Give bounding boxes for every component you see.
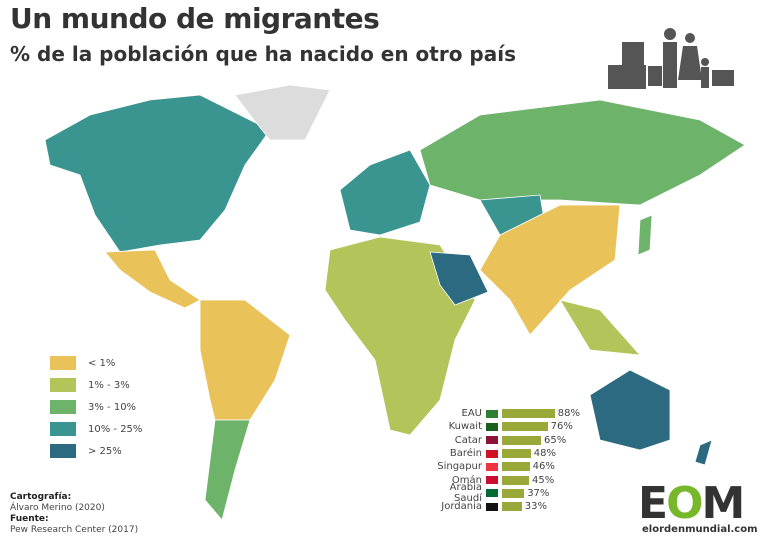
flag-icon (486, 449, 498, 458)
flag-icon (486, 462, 498, 471)
migrant-family-icon (608, 28, 734, 89)
flag-icon (486, 422, 498, 431)
bar-label: Catar (454, 434, 482, 446)
bar (502, 475, 529, 485)
logo-url: elordenmundial.com (642, 524, 758, 535)
bar (502, 409, 555, 419)
bar-row: Baréin 48% (420, 447, 580, 460)
flag-icon (486, 476, 498, 485)
bar-label: Omán (451, 474, 482, 486)
bar-value-label: 46% (532, 461, 555, 473)
cartography-author: Álvaro Merino (2020) (10, 503, 105, 513)
region-southern-cone (204, 419, 251, 521)
legend-label: 10% - 25% (88, 423, 143, 435)
legend-label: 3% - 10% (88, 401, 137, 413)
bar-label: Kuwait (448, 421, 482, 433)
bar-value-label: 65% (544, 434, 567, 446)
legend-swatch (50, 422, 76, 436)
legend-swatch (50, 444, 76, 458)
region-asia (479, 204, 621, 336)
region-southeast-asia (559, 299, 641, 356)
bar-row: Omán 45% (420, 473, 580, 486)
legend: < 1% 1% - 3% 3% - 10% 10% - 25% > 25% (50, 352, 142, 462)
legend-swatch (50, 400, 76, 414)
page-subtitle: % de la población que ha nacido en otro … (10, 42, 516, 66)
bar-value-label: 45% (532, 474, 555, 486)
bar-row: Catar 65% (420, 434, 580, 447)
region-russia (419, 99, 746, 206)
flag-icon (486, 489, 498, 498)
page-title: Un mundo de migrantes (10, 2, 380, 35)
bar-value-label: 76% (550, 421, 573, 433)
bar-value-label: 48% (533, 448, 557, 460)
credits: Cartografía: Álvaro Merino (2020) Fuente… (10, 492, 138, 536)
legend-item: 1% - 3% (50, 374, 142, 396)
bar-label: Arabia Saudí (449, 482, 482, 505)
bar-row: Jordania 33% (420, 500, 580, 513)
region-south-america (199, 299, 291, 421)
region-europe (339, 149, 431, 236)
bar-value-label: 37% (527, 487, 550, 499)
region-australia (589, 369, 671, 451)
bar-label: Baréin (449, 448, 482, 460)
bar-label: EAU (461, 408, 482, 420)
region-new-zealand (694, 439, 713, 466)
region-north-america (44, 94, 271, 253)
legend-item: 10% - 25% (50, 418, 142, 440)
legend-label: 1% - 3% (88, 379, 130, 391)
bar-value-label: 88% (557, 408, 581, 420)
flag-icon (486, 436, 498, 445)
source-label: Fuente: (10, 514, 49, 524)
legend-label: > 25% (88, 445, 122, 457)
region-japan (637, 214, 653, 256)
region-mexico-central-america (104, 249, 201, 309)
top-countries-bar-chart: EAU 88% Kuwait 76% Catar 65% Baréin 48% Singapur… (420, 407, 580, 513)
bar-row: Singapur 46% (420, 460, 580, 473)
bar-row: Arabia Saudí 37% (420, 482, 580, 504)
region-africa (324, 236, 476, 436)
region-saudi-arabia (429, 251, 489, 306)
legend-item: > 25% (50, 440, 142, 462)
eom-logo: EOM elordenmundial.com (638, 478, 758, 536)
legend-swatch (50, 378, 76, 392)
bar (502, 502, 522, 512)
bar-value-label: 33% (524, 501, 548, 513)
source-text: Pew Research Center (2017) (10, 525, 139, 535)
legend-label: < 1% (88, 357, 116, 369)
bar-label: Singapur (437, 461, 482, 473)
logo-mark: EOM (638, 478, 745, 529)
bar-label: Jordania (441, 501, 482, 513)
region-greenland (234, 84, 331, 141)
bar-row: Kuwait 76% (420, 420, 580, 433)
bar (502, 449, 531, 459)
legend-item: 3% - 10% (50, 396, 142, 418)
bar (502, 422, 548, 432)
legend-item: < 1% (50, 352, 142, 374)
legend-swatch (50, 356, 76, 370)
flag-icon (486, 409, 498, 418)
cartography-label: Cartografía: (10, 492, 72, 502)
bar (502, 462, 530, 472)
bar (502, 435, 541, 445)
bar (502, 488, 525, 498)
bar-row: EAU 88% (420, 407, 581, 420)
flag-icon (486, 502, 498, 511)
